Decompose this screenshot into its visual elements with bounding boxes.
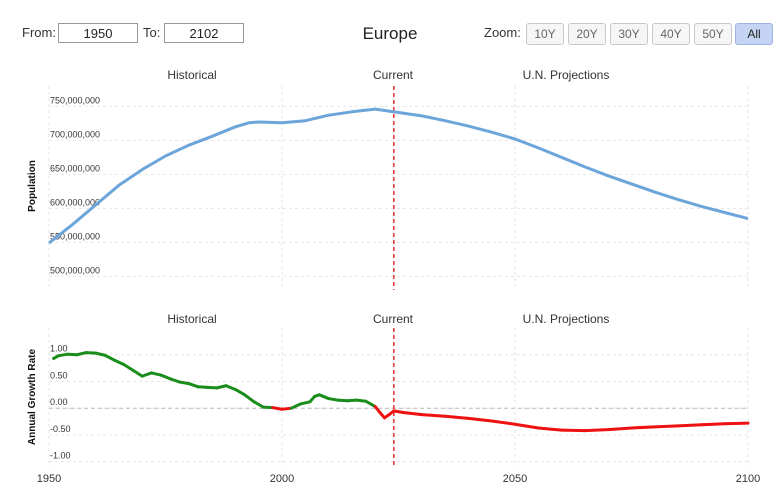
to-year-input[interactable]: 2102 bbox=[164, 23, 244, 43]
population-ytick-label: 500,000,000 bbox=[50, 265, 100, 275]
growth-line-segment bbox=[187, 382, 200, 389]
growth-xtick-label: 2100 bbox=[736, 473, 760, 485]
population-y-axis-label: Population bbox=[27, 160, 38, 212]
growth-line-segment bbox=[513, 422, 540, 430]
growth-line-segment bbox=[215, 384, 228, 390]
population-panel: Historical Current U.N. Projections Popu… bbox=[27, 68, 749, 290]
growth-line-segment bbox=[345, 398, 359, 403]
zoom-20y-button[interactable]: 20Y bbox=[568, 23, 606, 45]
growth-line-segment bbox=[606, 426, 633, 432]
growth-line-segment bbox=[252, 400, 265, 409]
growth-line-segment bbox=[56, 352, 70, 358]
growth-line-segment bbox=[168, 377, 181, 384]
growth-line-segment bbox=[355, 398, 368, 403]
growth-xtick-label: 2000 bbox=[270, 473, 294, 485]
growth-ytick-label: 1.00 bbox=[50, 344, 68, 354]
growth-xtick-label: 1950 bbox=[37, 473, 61, 485]
growth-y-axis-label: Annual Growth Rate bbox=[27, 349, 38, 446]
growth-line-segment bbox=[443, 414, 470, 420]
growth-line-segment bbox=[122, 362, 135, 372]
growth-line-segment bbox=[364, 399, 377, 409]
growth-line-segment bbox=[280, 406, 293, 411]
population-ytick-label: 650,000,000 bbox=[50, 163, 100, 173]
chart-title: Europe bbox=[362, 24, 418, 43]
section-label-projections: U.N. Projections bbox=[523, 68, 610, 82]
section-label-current: Current bbox=[373, 68, 414, 82]
growth-line-segment bbox=[336, 398, 349, 403]
growth-line-segment bbox=[261, 405, 275, 410]
section-label-projections-2: U.N. Projections bbox=[523, 312, 610, 326]
growth-line-segment bbox=[420, 413, 447, 418]
growth-line-segment bbox=[653, 424, 680, 429]
zoom-30y-button[interactable]: 30Y bbox=[610, 23, 648, 45]
growth-line-segment bbox=[131, 368, 144, 378]
growth-line-segment bbox=[466, 416, 494, 423]
growth-line-segment bbox=[392, 409, 405, 414]
growth-line-segment bbox=[103, 353, 116, 362]
growth-ytick-label: 0.00 bbox=[50, 397, 68, 407]
growth-line-segment bbox=[243, 393, 256, 404]
growth-line-segment bbox=[94, 351, 107, 357]
zoom-10y-button[interactable]: 10Y bbox=[526, 23, 564, 45]
growth-line-segment bbox=[177, 380, 191, 386]
growth-line-segment bbox=[317, 393, 331, 401]
zoom-all-button[interactable]: All bbox=[735, 23, 773, 45]
growth-line-segment bbox=[299, 400, 312, 406]
section-label-historical-2: Historical bbox=[167, 312, 216, 326]
growth-line-segment bbox=[140, 371, 154, 378]
growth-line-segment bbox=[271, 406, 284, 411]
growth-line-segment bbox=[84, 351, 98, 355]
growth-line-segment bbox=[630, 425, 657, 430]
growth-xtick-label: 2050 bbox=[503, 473, 527, 485]
control-bar: From: 1950 To: 2102 Europe Zoom: 10Y 20Y… bbox=[0, 0, 780, 50]
growth-line-segment bbox=[699, 422, 727, 427]
growth-line-segment bbox=[112, 358, 126, 366]
from-label: From: bbox=[22, 25, 56, 40]
growth-ytick-label: -0.50 bbox=[50, 424, 71, 434]
growth-line-segment bbox=[583, 428, 610, 433]
growth-line-segment bbox=[401, 410, 424, 417]
growth-ytick-label: 0.50 bbox=[50, 370, 68, 380]
zoom-label: Zoom: bbox=[484, 25, 521, 40]
population-ytick-label: 550,000,000 bbox=[50, 231, 100, 241]
population-line bbox=[48, 107, 749, 245]
growth-line-segment bbox=[205, 385, 219, 390]
zoom-50y-button[interactable]: 50Y bbox=[694, 23, 732, 45]
growth-line-segment bbox=[75, 351, 88, 357]
growth-line-segment bbox=[723, 421, 750, 426]
growth-line-segment bbox=[490, 419, 517, 426]
growth-line-segment bbox=[676, 423, 703, 428]
population-ytick-label: 750,000,000 bbox=[50, 95, 100, 105]
to-label: To: bbox=[143, 25, 161, 40]
growth-line-segment bbox=[66, 352, 79, 357]
growth-line-segment bbox=[536, 426, 564, 432]
zoom-40y-button[interactable]: 40Y bbox=[652, 23, 690, 45]
growth-line-segment bbox=[159, 373, 172, 381]
from-year-input[interactable]: 1950 bbox=[58, 23, 138, 43]
growth-line-segment bbox=[289, 402, 303, 410]
growth-line-segment bbox=[224, 384, 237, 391]
growth-panel: Historical Current U.N. Projections Annu… bbox=[27, 312, 760, 485]
section-label-current-2: Current bbox=[373, 312, 414, 326]
growth-line-segment bbox=[150, 371, 163, 377]
growth-line-segment bbox=[196, 385, 209, 389]
growth-line-segment bbox=[233, 387, 247, 397]
population-ytick-label: 600,000,000 bbox=[50, 197, 100, 207]
growth-line-segment bbox=[560, 428, 587, 433]
growth-line-segment bbox=[327, 397, 340, 402]
growth-ytick-label: -1.00 bbox=[50, 451, 71, 461]
population-ytick-label: 700,000,000 bbox=[50, 129, 100, 139]
section-label-historical: Historical bbox=[167, 68, 216, 82]
